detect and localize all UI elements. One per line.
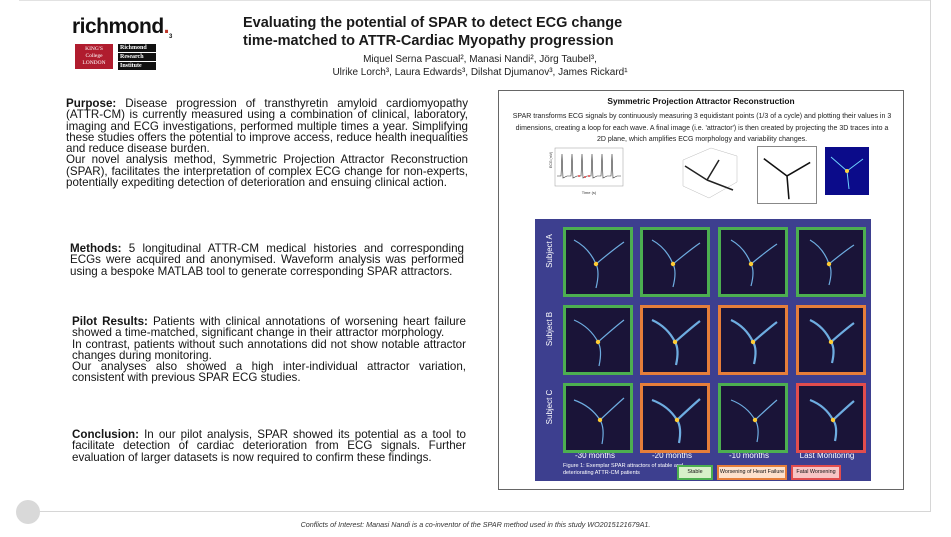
frame-bottom-border: [36, 511, 931, 512]
figure-title: Symmetric Projection Attractor Reconstru…: [607, 96, 795, 106]
attractor-cell: [796, 305, 866, 375]
spar-3d-plot: [682, 147, 738, 199]
pilot-text-1: Patients with clinical annotations of wo…: [72, 315, 466, 340]
attractor-image: [730, 319, 778, 365]
attractor-cell: [640, 383, 710, 453]
spar-figure-box: Symmetric Projection Attractor Reconstru…: [498, 90, 904, 490]
figure-caption: Figure 1: Exemplar SPAR attractors of st…: [563, 463, 684, 476]
attractor-image: [809, 398, 855, 442]
conclusion-heading: Conclusion:: [72, 428, 139, 441]
subject-a-label: Subject A: [545, 234, 554, 268]
month-label: Last Monitoring: [799, 451, 855, 460]
attractor-cell: [796, 383, 866, 453]
purpose-text-2: Our novel analysis method, Symmetric Pro…: [66, 153, 468, 190]
attractor-image: [651, 239, 701, 288]
attractor-image: [573, 239, 625, 289]
ecg-trace-plot: Time (s) ECG (mV): [549, 147, 624, 195]
subject-c-label: Subject C: [545, 389, 554, 425]
attractor-cell: [796, 227, 866, 297]
attractor-cell: [563, 305, 633, 375]
richmond-logo: richmond.3: [72, 15, 172, 41]
kings-college-logo: KING'S College LONDON: [75, 44, 113, 69]
attractor-image: [651, 318, 701, 366]
frame-right-border: [930, 0, 931, 512]
ecg-xlabel: Time (s): [582, 190, 597, 195]
attractor-cell: [640, 305, 710, 375]
attractor-image: [573, 319, 625, 367]
conflict-of-interest: Conflicts of Interest: Manasi Nandi is a…: [300, 520, 651, 529]
purpose-text: Disease progression of transthyretin amy…: [66, 97, 468, 156]
author-list: Miquel Serna Pascual², Manasi Nandi², Jö…: [332, 54, 628, 78]
conclusion-section: Conclusion: In our pilot analysis, SPAR …: [72, 429, 466, 463]
attractor-cell: [563, 383, 633, 453]
month-label: -30 months: [574, 451, 616, 460]
methods-section: Methods: 5 longitudinal ATTR-CM medical …: [70, 243, 464, 277]
subject-b-label: Subject B: [545, 311, 554, 347]
richmond-research-institute-logo: Richmond Research Institute: [118, 44, 160, 71]
ecg-ylabel: ECG (mV): [549, 152, 553, 168]
pilot-text-3: Our analyses also showed a high inter-in…: [72, 360, 466, 385]
figure-description: SPAR transforms ECG signals by continuou…: [512, 113, 892, 144]
month-label: -20 months: [651, 451, 693, 460]
attractor-image: [730, 239, 778, 287]
purpose-section: Purpose: Disease progression of transthy…: [66, 97, 468, 190]
frame-top-border: [19, 0, 931, 1]
attractor-cell: [718, 227, 788, 297]
month-label: -10 months: [728, 451, 770, 460]
methods-heading: Methods:: [70, 242, 122, 255]
poster-title: Evaluating the potential of SPAR to dete…: [243, 15, 623, 49]
pilot-heading: Pilot Results:: [72, 315, 148, 328]
attractor-image: [651, 398, 701, 444]
legend-worsening: Worsening of Heart Failure: [717, 465, 787, 480]
scroll-handle[interactable]: [16, 500, 40, 524]
attractor-panel-grid: Subject A Subject B Subject C -30 months…: [535, 219, 871, 481]
attractor-image: [809, 319, 855, 364]
conclusion-text: In our pilot analysis, SPAR showed its p…: [72, 428, 466, 464]
attractor-density-map: [825, 147, 869, 195]
legend-stable: Stable: [677, 465, 713, 480]
attractor-cell: [640, 227, 710, 297]
purpose-heading: Purpose:: [66, 97, 117, 110]
methods-text: 5 longitudinal ATTR-CM medical histories…: [70, 242, 464, 278]
attractor-cell: [718, 383, 788, 453]
attractor-image: [730, 399, 778, 443]
attractor-image: [809, 239, 855, 286]
attractor-projection: [757, 146, 817, 204]
attractor-cell: [718, 305, 788, 375]
pilot-results-section: Pilot Results: Patients with clinical an…: [72, 316, 466, 384]
pilot-text-2: In contrast, patients without such annot…: [72, 337, 466, 362]
legend-fatal: Fatal Worsening: [791, 465, 841, 480]
attractor-image: [573, 397, 625, 445]
attractor-cell: [563, 227, 633, 297]
